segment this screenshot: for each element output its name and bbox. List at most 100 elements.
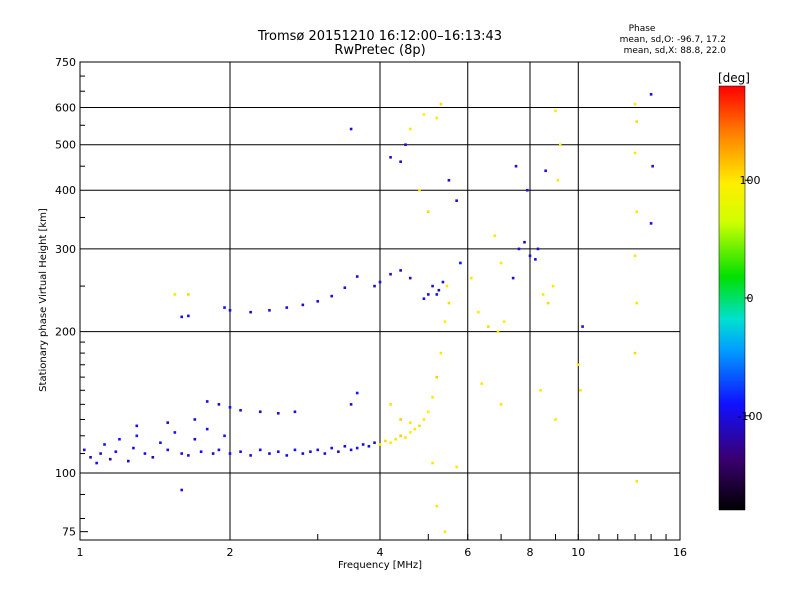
data-point [514,164,518,168]
data-point [361,443,365,446]
data-point [355,391,359,395]
data-point [426,293,430,296]
data-point [525,188,529,192]
data-point [166,448,170,452]
data-point [439,102,443,106]
phase-title: Phase [629,24,656,34]
data-point [408,276,412,280]
data-point [554,109,557,113]
data-point [579,388,582,392]
x-tick-label: 1 [77,546,84,559]
data-point [389,441,392,445]
data-point [301,303,305,307]
data-point [635,480,639,483]
data-point [431,284,434,288]
y-tick-label: 750 [55,56,76,69]
data-point [437,288,441,292]
data-point [367,444,371,448]
data-point [408,421,412,424]
data-point [330,294,334,298]
data-point [330,446,334,450]
data-point [143,452,147,455]
data-point [487,325,490,328]
x-tick-label: 8 [527,546,534,559]
y-tick-label: 400 [55,184,76,197]
data-point [373,441,376,445]
colorbar-tick-label: -100 [738,410,763,423]
data-point [480,382,484,385]
data-point [651,164,654,168]
data-point [249,310,252,314]
data-point [408,127,412,131]
data-point [439,351,443,355]
data-point [455,199,458,202]
colorbar: [deg] 100 0 -100 [718,71,763,511]
colorbar-tick-label: 0 [747,292,754,305]
data-point [180,452,184,455]
data-point [534,258,537,261]
data-point [422,297,426,301]
data-point [443,320,447,323]
data-point [426,210,430,214]
data-point [223,306,226,309]
data-point [249,454,252,457]
data-point [649,222,653,225]
data-point [217,403,221,406]
x-tick-label: 16 [673,546,687,559]
data-point [82,448,86,452]
data-point [205,427,209,431]
data-point [528,254,532,258]
data-point [633,151,637,155]
data-point [108,457,112,461]
data-point [399,269,402,272]
data-point [556,178,560,182]
data-point [217,448,221,452]
data-point [285,454,289,457]
data-point [95,461,98,465]
data-point [187,293,190,296]
x-axis-ticks: 1 2 4 6 8 10 16 [77,534,687,559]
data-point [394,437,397,441]
data-point [135,424,139,428]
data-point [349,448,353,452]
data-point [99,452,102,455]
data-point [211,452,215,455]
data-point [389,156,392,159]
data-point [455,465,458,469]
data-point [199,450,203,454]
data-point [447,301,451,305]
data-point [378,443,382,446]
data-point [404,436,407,439]
data-point [536,247,540,251]
data-point [268,309,271,312]
data-point [399,418,402,421]
data-point [166,421,170,424]
data-point [635,301,639,305]
data-point [373,284,376,288]
phase-x-line: mean, sd,X: 88.8, 22.0 [624,46,727,56]
data-point [554,418,557,421]
data-point [384,439,387,443]
data-point [546,301,550,305]
data-point [268,452,271,455]
data-point [558,143,562,147]
data-point [399,160,402,164]
data-point [633,102,637,106]
data-point [633,351,637,355]
data-point [493,234,497,238]
data-point [103,443,106,446]
data-point [343,286,347,290]
data-point [431,395,434,399]
data-point [193,418,197,421]
data-point [228,309,232,312]
data-point [422,418,426,421]
data-point [496,330,500,333]
data-point [443,530,447,533]
phase-box: Phase mean, sd,O: -96.7, 17.2 mean, sd,X… [620,24,727,56]
data-point [159,441,162,445]
y-tick-label: 100 [55,467,76,480]
data-point [258,410,262,414]
data-point [228,405,232,409]
data-point [426,410,430,414]
data-point [316,300,320,303]
